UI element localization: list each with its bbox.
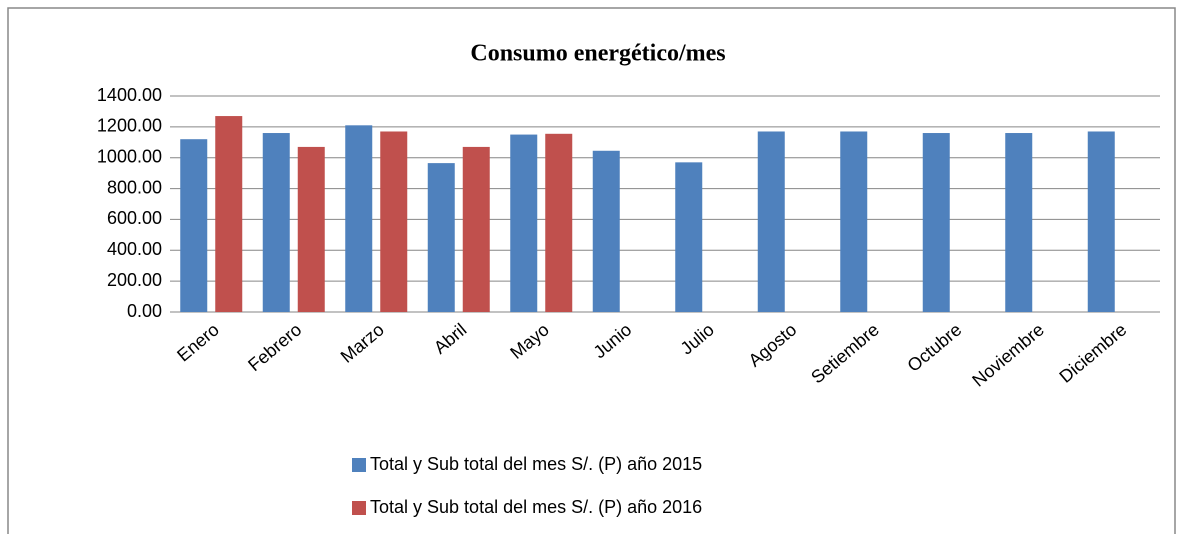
y-tick-label: 1400.00	[97, 85, 162, 105]
bar	[840, 131, 868, 312]
y-tick-label: 600.00	[107, 208, 162, 228]
chart-title: Consumo energético/mes	[470, 41, 725, 67]
x-tick-label: Julio	[677, 319, 718, 358]
x-tick-label: Abril	[430, 319, 470, 357]
x-tick-label: Agosto	[745, 319, 801, 370]
bar	[297, 146, 325, 312]
bar	[262, 133, 290, 312]
legend-swatch	[352, 501, 366, 515]
bar	[545, 133, 573, 312]
bar	[675, 162, 703, 312]
legend-label: Total y Sub total del mes S/. (P) año 20…	[370, 497, 702, 517]
bar	[1087, 131, 1115, 312]
x-tick-label: Marzo	[337, 319, 388, 366]
legend-swatch	[352, 458, 366, 472]
bar	[592, 150, 620, 312]
bar	[180, 139, 208, 312]
y-tick-label: 1200.00	[97, 116, 162, 136]
bar	[922, 133, 950, 312]
y-tick-label: 200.00	[107, 270, 162, 290]
x-tick-label: Noviembre	[968, 319, 1048, 390]
legend-label: Total y Sub total del mes S/. (P) año 20…	[370, 454, 702, 474]
x-tick-label: Diciembre	[1055, 319, 1130, 386]
bar	[215, 116, 243, 312]
x-tick-label: Mayo	[506, 319, 553, 363]
chart-frame	[7, 7, 1176, 539]
x-tick-label: Setiembre	[807, 319, 883, 387]
bar	[510, 134, 538, 312]
y-tick-label: 400.00	[107, 239, 162, 259]
bar	[427, 163, 455, 312]
bar	[462, 146, 490, 312]
y-tick-label: 800.00	[107, 177, 162, 197]
y-tick-label: 1000.00	[97, 146, 162, 166]
x-tick-label: Enero	[173, 319, 223, 365]
x-tick-label: Junio	[590, 319, 636, 362]
x-tick-label: Febrero	[244, 319, 305, 375]
bar	[345, 125, 373, 312]
y-tick-label: 0.00	[127, 301, 162, 321]
bar	[1005, 133, 1033, 312]
bar	[380, 131, 408, 312]
bar	[757, 131, 785, 312]
x-tick-label: Octubre	[903, 319, 965, 375]
